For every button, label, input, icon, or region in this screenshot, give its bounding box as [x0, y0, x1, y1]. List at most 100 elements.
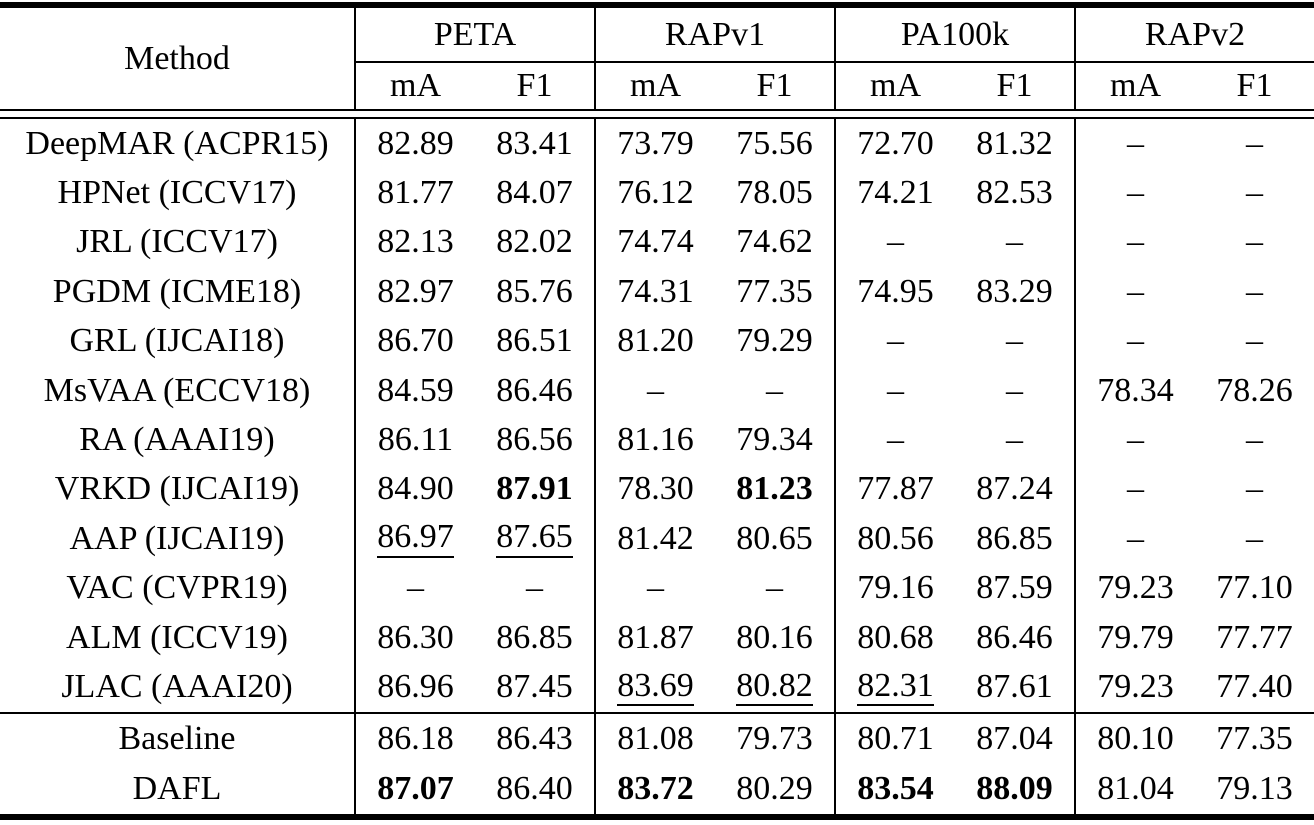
- value-text: 87.45: [496, 667, 573, 705]
- value-cell: –: [1195, 465, 1314, 514]
- value-cell: 76.12: [596, 168, 715, 217]
- value-text: 81.42: [617, 519, 694, 557]
- value-cell: 86.18: [356, 714, 475, 764]
- value-cell: 74.21: [836, 168, 955, 217]
- value-text: 79.29: [736, 322, 813, 360]
- value-cell: 79.73: [715, 713, 836, 764]
- value-text: 77.35: [736, 272, 813, 310]
- value-cell: 74.62: [715, 217, 836, 268]
- value-cell: 87.45: [475, 662, 596, 712]
- dataset-group-row: PETA RAPv1 PA100k RAPv2: [356, 8, 1314, 63]
- value-text: 72.70: [857, 124, 934, 162]
- value-cell: 82.02: [475, 217, 596, 268]
- value-text: 85.76: [496, 272, 573, 310]
- value-text: –: [1246, 421, 1263, 459]
- value-cell: –: [1076, 514, 1195, 563]
- value-cell: 78.26: [1195, 366, 1314, 415]
- table-row: AAP (IJCAI19) 86.97 87.65 81.42 80.65 80.56 86…: [0, 514, 1314, 564]
- method-cell: DeepMAR (ACPR15): [0, 119, 356, 169]
- value-text: 79.23: [1097, 667, 1174, 705]
- value-cell: 88.09: [955, 763, 1076, 814]
- table-row: MsVAA (ECCV18) 84.59 86.46 – – – – 78.34 78.26: [0, 365, 1314, 416]
- value-cell: –: [596, 366, 715, 415]
- value-text: –: [1246, 322, 1263, 360]
- value-text: –: [1127, 322, 1144, 360]
- value-text: 84.90: [377, 470, 454, 508]
- metric-header-ma: mA: [390, 67, 441, 104]
- value-text: –: [1006, 322, 1023, 360]
- table-body: DeepMAR (ACPR15) 82.89 83.41 73.79 75.56 72.7…: [0, 119, 1314, 712]
- value-cell: –: [1195, 218, 1314, 267]
- value-text: 79.34: [736, 421, 813, 459]
- value-text: –: [1127, 421, 1144, 459]
- value-text: 76.12: [617, 174, 694, 212]
- method-cell: RA (AAAI19): [0, 415, 356, 465]
- value-text: 79.23: [1097, 569, 1174, 607]
- value-cell: 81.87: [596, 613, 715, 662]
- value-text: 79.79: [1097, 618, 1174, 656]
- value-cell: 80.71: [836, 714, 955, 764]
- value-text: 75.56: [736, 124, 813, 162]
- value-cell: 86.85: [475, 612, 596, 663]
- value-text: 74.74: [617, 223, 694, 261]
- metric-header-ma: mA: [870, 67, 921, 104]
- value-cell: 86.96: [356, 662, 475, 711]
- dataset-header-rapv1: RAPv1: [596, 8, 836, 63]
- value-text: –: [647, 569, 664, 607]
- value-cell: –: [1076, 317, 1195, 366]
- bottom-rule: [0, 813, 1314, 820]
- value-text: 77.35: [1216, 719, 1293, 757]
- value-cell: 81.16: [596, 415, 715, 464]
- value-cell: 81.20: [596, 317, 715, 366]
- value-cell: 80.82: [715, 662, 836, 712]
- value-cell: 83.41: [475, 119, 596, 169]
- value-text: 88.09: [976, 769, 1053, 807]
- value-cell: 78.30: [596, 465, 715, 514]
- value-text: 80.71: [857, 719, 934, 757]
- value-text: –: [407, 569, 424, 607]
- method-cell: VRKD (IJCAI19): [0, 464, 356, 515]
- value-text: –: [1127, 272, 1144, 310]
- value-text: 82.53: [976, 174, 1053, 212]
- value-text: –: [1127, 470, 1144, 508]
- method-cell: VAC (CVPR19): [0, 563, 356, 613]
- value-text: 81.87: [617, 618, 694, 656]
- value-cell: 80.68: [836, 613, 955, 662]
- value-text: 83.29: [976, 272, 1053, 310]
- value-cell: 85.76: [475, 267, 596, 317]
- value-cell: –: [836, 218, 955, 267]
- value-text: –: [1127, 174, 1144, 212]
- value-text: 80.56: [857, 519, 934, 557]
- value-text: 79.13: [1216, 769, 1293, 807]
- value-cell: 79.29: [715, 316, 836, 366]
- value-text: 87.61: [976, 667, 1053, 705]
- value-cell: 81.32: [955, 119, 1076, 169]
- value-text: 80.10: [1097, 719, 1174, 757]
- table-row: VRKD (IJCAI19) 84.90 87.91 78.30 81.23 77.87 8…: [0, 464, 1314, 515]
- table-footer: Baseline 86.18 86.43 81.08 79.73 80.71 87.04 80…: [0, 713, 1314, 814]
- value-cell: 79.34: [715, 415, 836, 465]
- value-cell: 81.04: [1076, 764, 1195, 814]
- value-cell: 82.53: [955, 168, 1076, 218]
- value-text: 86.96: [377, 667, 454, 705]
- value-cell: 79.23: [1076, 564, 1195, 613]
- value-text: –: [1127, 124, 1144, 162]
- value-cell: 86.11: [356, 415, 475, 464]
- value-cell: –: [955, 316, 1076, 366]
- value-text: 78.26: [1216, 371, 1293, 409]
- method-cell: HPNet (ICCV17): [0, 168, 356, 218]
- dataset-headers: PETA RAPv1 PA100k RAPv2 mA F1 mA F1 mA F…: [356, 8, 1314, 109]
- value-cell: –: [1195, 168, 1314, 217]
- table-row: VAC (CVPR19) – – – – 79.16 87.59 79.23 77.10: [0, 563, 1314, 613]
- value-text: –: [887, 322, 904, 360]
- method-cell: PGDM (ICME18): [0, 267, 356, 317]
- value-cell: 79.23: [1076, 662, 1195, 711]
- value-text: 82.13: [377, 223, 454, 261]
- value-text: –: [526, 569, 543, 607]
- table-row: ALM (ICCV19) 86.30 86.85 81.87 80.16 80.68 86.…: [0, 612, 1314, 663]
- value-text: 81.32: [976, 124, 1053, 162]
- value-cell: 77.40: [1195, 662, 1314, 711]
- value-text: 83.41: [496, 124, 573, 162]
- value-cell: 74.74: [596, 218, 715, 267]
- value-cell: 86.46: [475, 365, 596, 416]
